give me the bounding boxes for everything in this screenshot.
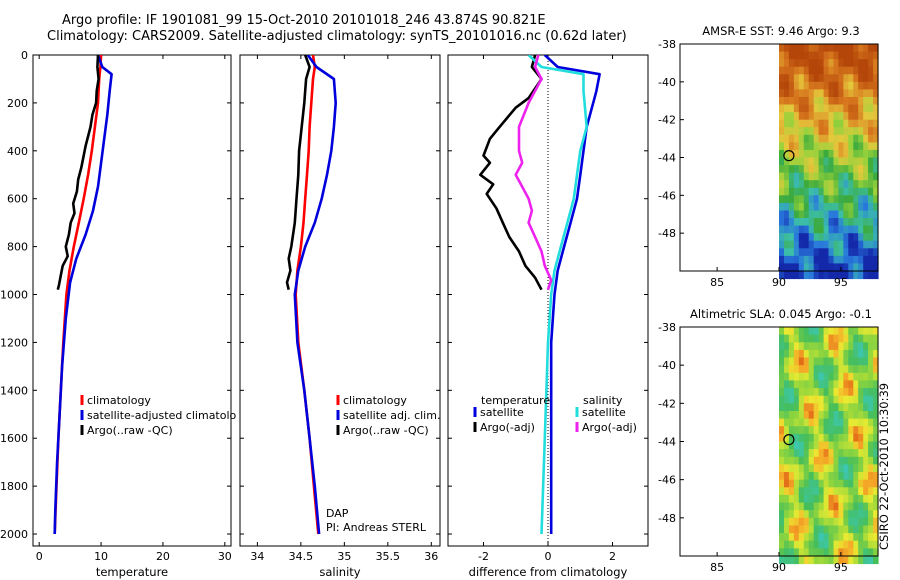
panel-frame: [239, 54, 441, 547]
legend-temperature: climatology satellite-adjusted climatolog…: [80, 394, 250, 437]
y-tick-label: -38: [658, 38, 676, 51]
y-tick-label: -44: [658, 436, 676, 449]
y-tick-label: -40: [658, 76, 676, 89]
series-line-temperature-satellite: [543, 55, 601, 534]
x-axis-label: temperature: [96, 565, 168, 579]
series-line-salinity-argo-adj-: [514, 55, 553, 291]
y-tick-label: 1200: [0, 336, 28, 349]
series-line-climatology: [294, 55, 320, 535]
x-tick-label: 30: [218, 550, 232, 563]
credit-timestamp: CSIRO 22-Oct-2010 10:30:39: [877, 382, 891, 550]
x-tick-label: 0: [545, 550, 552, 563]
x-tick-label: 90: [772, 276, 786, 289]
series-line-satellite-adjusted-climatology: [53, 55, 113, 535]
legend-label: Argo(-adj): [582, 421, 637, 434]
y-tick-label: 200: [7, 97, 28, 110]
panel-frame: [32, 54, 232, 547]
y-tick-label: -46: [658, 189, 676, 202]
x-tick-label: 10: [94, 550, 108, 563]
x-tick-label: 85: [710, 276, 724, 289]
x-tick-label: 34: [250, 550, 264, 563]
annotation-pi: PI: Andreas STERL: [326, 521, 427, 534]
x-tick-label: 85: [710, 561, 724, 574]
y-tick-label: -46: [658, 474, 676, 487]
y-tick-label: 800: [7, 241, 28, 254]
map-title: Altimetric SLA: 0.045 Argo: -0.1: [690, 307, 872, 321]
x-axis-label: difference from climatology: [469, 565, 628, 579]
y-tick-label: 0: [21, 49, 28, 62]
x-tick-label: -2: [478, 550, 489, 563]
legend-label: climatology: [87, 394, 151, 407]
x-tick-label: 35.5: [376, 550, 401, 563]
y-tick-label: -48: [658, 512, 676, 525]
y-tick-label: -48: [658, 227, 676, 240]
y-tick-label: 1600: [0, 432, 28, 445]
series-line-climatology: [53, 55, 103, 535]
x-tick-label: 20: [156, 550, 170, 563]
y-tick-label: -42: [658, 114, 676, 127]
x-axis-label: salinity: [319, 565, 360, 579]
legend-label: satellite adj. clim.: [343, 409, 440, 422]
legend-heading-temperature: temperature: [481, 394, 550, 407]
y-tick-label: 2000: [0, 528, 28, 541]
x-tick-label: 0: [36, 550, 43, 563]
series-line-argo-raw-qc-: [285, 55, 311, 290]
map-title: AMSR-E SST: 9.46 Argo: 9.3: [702, 24, 859, 38]
legend-label: satellite: [582, 406, 626, 419]
series-line-satellite-adj-clim-: [293, 55, 338, 535]
legend-heading-salinity: salinity: [583, 394, 623, 407]
legend-label: satellite-adjusted climatology: [87, 409, 250, 422]
x-tick-label: 36: [424, 550, 438, 563]
x-tick-label: 2: [609, 550, 616, 563]
legend-label: satellite: [480, 406, 524, 419]
legend-label: climatology: [343, 394, 407, 407]
sla-map: [779, 327, 879, 565]
annotation-dap: DAP: [326, 507, 349, 520]
chart-title-line1: Argo profile: IF 1901081_99 15-Oct-2010 …: [62, 13, 546, 28]
series-line-salinity-satellite: [527, 55, 589, 535]
sst-map: [779, 44, 879, 280]
x-tick-label: 34.5: [289, 550, 314, 563]
series-line-temperature-argo-adj-: [478, 55, 543, 291]
argo-location-marker: [783, 433, 795, 446]
y-tick-label: 1800: [0, 480, 28, 493]
y-tick-label: 600: [7, 193, 28, 206]
y-tick-label: -38: [658, 321, 676, 334]
legend-label: Argo(-adj): [480, 421, 535, 434]
y-tick-label: -44: [658, 152, 676, 165]
x-tick-label: 95: [834, 561, 848, 574]
y-tick-label: 400: [7, 145, 28, 158]
y-tick-label: -42: [658, 397, 676, 410]
argo-location-marker: [783, 150, 795, 162]
x-tick-label: 95: [834, 276, 848, 289]
series-line-argo-raw-qc-: [56, 55, 100, 291]
y-tick-label: 1000: [0, 289, 28, 302]
legend-label: Argo(..raw -QC): [343, 424, 429, 437]
x-tick-label: 35: [337, 550, 351, 563]
y-tick-label: -40: [658, 359, 676, 372]
x-tick-label: 90: [772, 561, 786, 574]
chart-title-line2: Climatology: CARS2009. Satellite-adjuste…: [47, 29, 627, 44]
y-tick-label: 1400: [0, 384, 28, 397]
legend-label: Argo(..raw -QC): [87, 424, 173, 437]
